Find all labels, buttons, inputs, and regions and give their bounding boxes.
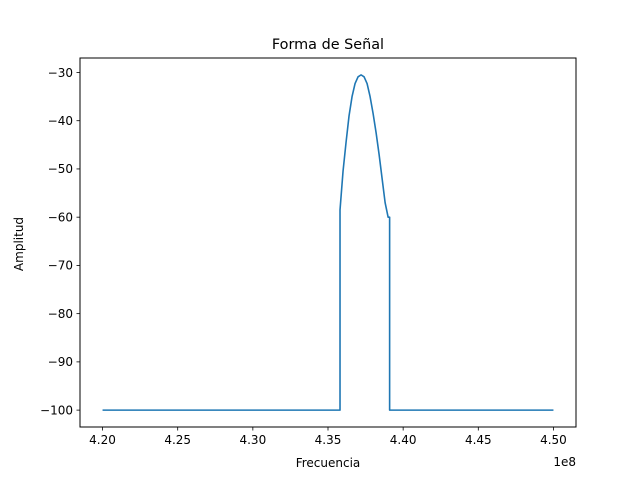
y-tick-label: −60 bbox=[48, 210, 73, 224]
x-tick-label: 4.25 bbox=[164, 433, 191, 447]
x-tick-label: 4.35 bbox=[315, 433, 342, 447]
y-tick-label: −30 bbox=[48, 66, 73, 80]
y-axis: −100 −90 −80 −70 −60 −50 −40 −30 bbox=[40, 66, 80, 417]
x-axis-label: Frecuencia bbox=[296, 456, 361, 470]
x-tick-label: 4.20 bbox=[89, 433, 116, 447]
x-tick-label: 4.50 bbox=[540, 433, 567, 447]
x-axis: 4.20 4.25 4.30 4.35 4.40 4.45 4.50 bbox=[89, 427, 567, 447]
x-tick-label: 4.30 bbox=[239, 433, 266, 447]
chart-title: Forma de Señal bbox=[272, 37, 384, 53]
x-axis-offset-label: 1e8 bbox=[553, 455, 576, 469]
y-tick-label: −80 bbox=[48, 307, 73, 321]
y-tick-label: −50 bbox=[48, 162, 73, 176]
plot-frame bbox=[79, 57, 577, 428]
y-tick-label: −90 bbox=[48, 355, 73, 369]
plot-area bbox=[102, 74, 554, 411]
x-tick-label: 4.40 bbox=[390, 433, 417, 447]
y-tick-label: −70 bbox=[48, 259, 73, 273]
x-tick-label: 4.45 bbox=[465, 433, 492, 447]
y-axis-label: Amplitud bbox=[12, 217, 26, 271]
y-tick-label: −40 bbox=[48, 114, 73, 128]
y-tick-label: −100 bbox=[40, 403, 73, 417]
series-line bbox=[102, 74, 554, 411]
